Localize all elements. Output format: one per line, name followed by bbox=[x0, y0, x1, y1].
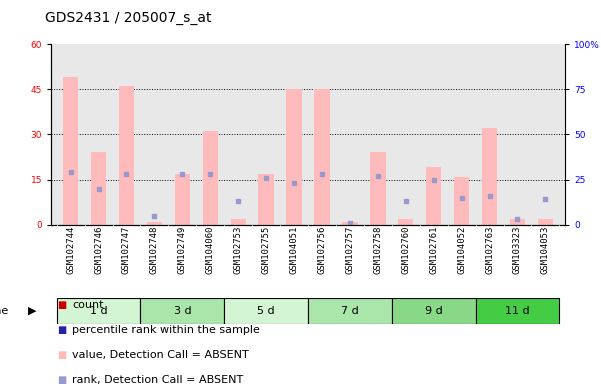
Text: GSM103323: GSM103323 bbox=[513, 226, 522, 275]
Bar bbox=[224, 298, 308, 324]
Text: 1 d: 1 d bbox=[90, 306, 108, 316]
Bar bbox=[314, 89, 330, 225]
Bar bbox=[475, 298, 560, 324]
Bar bbox=[286, 89, 302, 225]
Bar bbox=[392, 298, 475, 324]
Text: 9 d: 9 d bbox=[425, 306, 442, 316]
Bar bbox=[141, 298, 224, 324]
Text: GSM104060: GSM104060 bbox=[206, 226, 215, 275]
Text: GSM102757: GSM102757 bbox=[346, 226, 355, 275]
Text: time: time bbox=[0, 306, 12, 316]
Text: GSM102748: GSM102748 bbox=[150, 226, 159, 275]
Text: 5 d: 5 d bbox=[257, 306, 275, 316]
Bar bbox=[342, 222, 358, 225]
Bar bbox=[203, 131, 218, 225]
Text: GSM102746: GSM102746 bbox=[94, 226, 103, 275]
Text: GSM104052: GSM104052 bbox=[457, 226, 466, 275]
Text: GSM102756: GSM102756 bbox=[317, 226, 326, 275]
Text: percentile rank within the sample: percentile rank within the sample bbox=[72, 325, 260, 335]
Text: 11 d: 11 d bbox=[505, 306, 529, 316]
Text: GSM102744: GSM102744 bbox=[66, 226, 75, 275]
Text: ■: ■ bbox=[57, 300, 66, 310]
Text: GSM102749: GSM102749 bbox=[178, 226, 187, 275]
Text: ▶: ▶ bbox=[28, 306, 36, 316]
Bar bbox=[538, 218, 553, 225]
Text: ■: ■ bbox=[57, 325, 66, 335]
Bar bbox=[426, 167, 441, 225]
Text: ■: ■ bbox=[57, 350, 66, 360]
Text: GSM102747: GSM102747 bbox=[122, 226, 131, 275]
Text: GSM102758: GSM102758 bbox=[373, 226, 382, 275]
Bar bbox=[56, 298, 141, 324]
Bar bbox=[482, 128, 497, 225]
Bar bbox=[91, 152, 106, 225]
Bar bbox=[147, 222, 162, 225]
Text: GSM102761: GSM102761 bbox=[429, 226, 438, 275]
Text: rank, Detection Call = ABSENT: rank, Detection Call = ABSENT bbox=[72, 375, 243, 384]
Bar bbox=[454, 177, 469, 225]
Bar bbox=[308, 298, 392, 324]
Text: 7 d: 7 d bbox=[341, 306, 359, 316]
Bar bbox=[63, 77, 78, 225]
Bar bbox=[370, 152, 385, 225]
Bar bbox=[175, 174, 190, 225]
Text: GDS2431 / 205007_s_at: GDS2431 / 205007_s_at bbox=[45, 11, 212, 25]
Text: value, Detection Call = ABSENT: value, Detection Call = ABSENT bbox=[72, 350, 249, 360]
Text: GSM102760: GSM102760 bbox=[401, 226, 410, 275]
Text: GSM102755: GSM102755 bbox=[261, 226, 270, 275]
Bar bbox=[398, 218, 413, 225]
Bar bbox=[231, 218, 246, 225]
Text: ■: ■ bbox=[57, 375, 66, 384]
Text: GSM102753: GSM102753 bbox=[234, 226, 243, 275]
Text: 3 d: 3 d bbox=[174, 306, 191, 316]
Bar bbox=[510, 218, 525, 225]
Text: GSM104051: GSM104051 bbox=[290, 226, 299, 275]
Bar bbox=[119, 86, 134, 225]
Text: count: count bbox=[72, 300, 103, 310]
Bar bbox=[258, 174, 274, 225]
Text: GSM104053: GSM104053 bbox=[541, 226, 550, 275]
Text: GSM102763: GSM102763 bbox=[485, 226, 494, 275]
